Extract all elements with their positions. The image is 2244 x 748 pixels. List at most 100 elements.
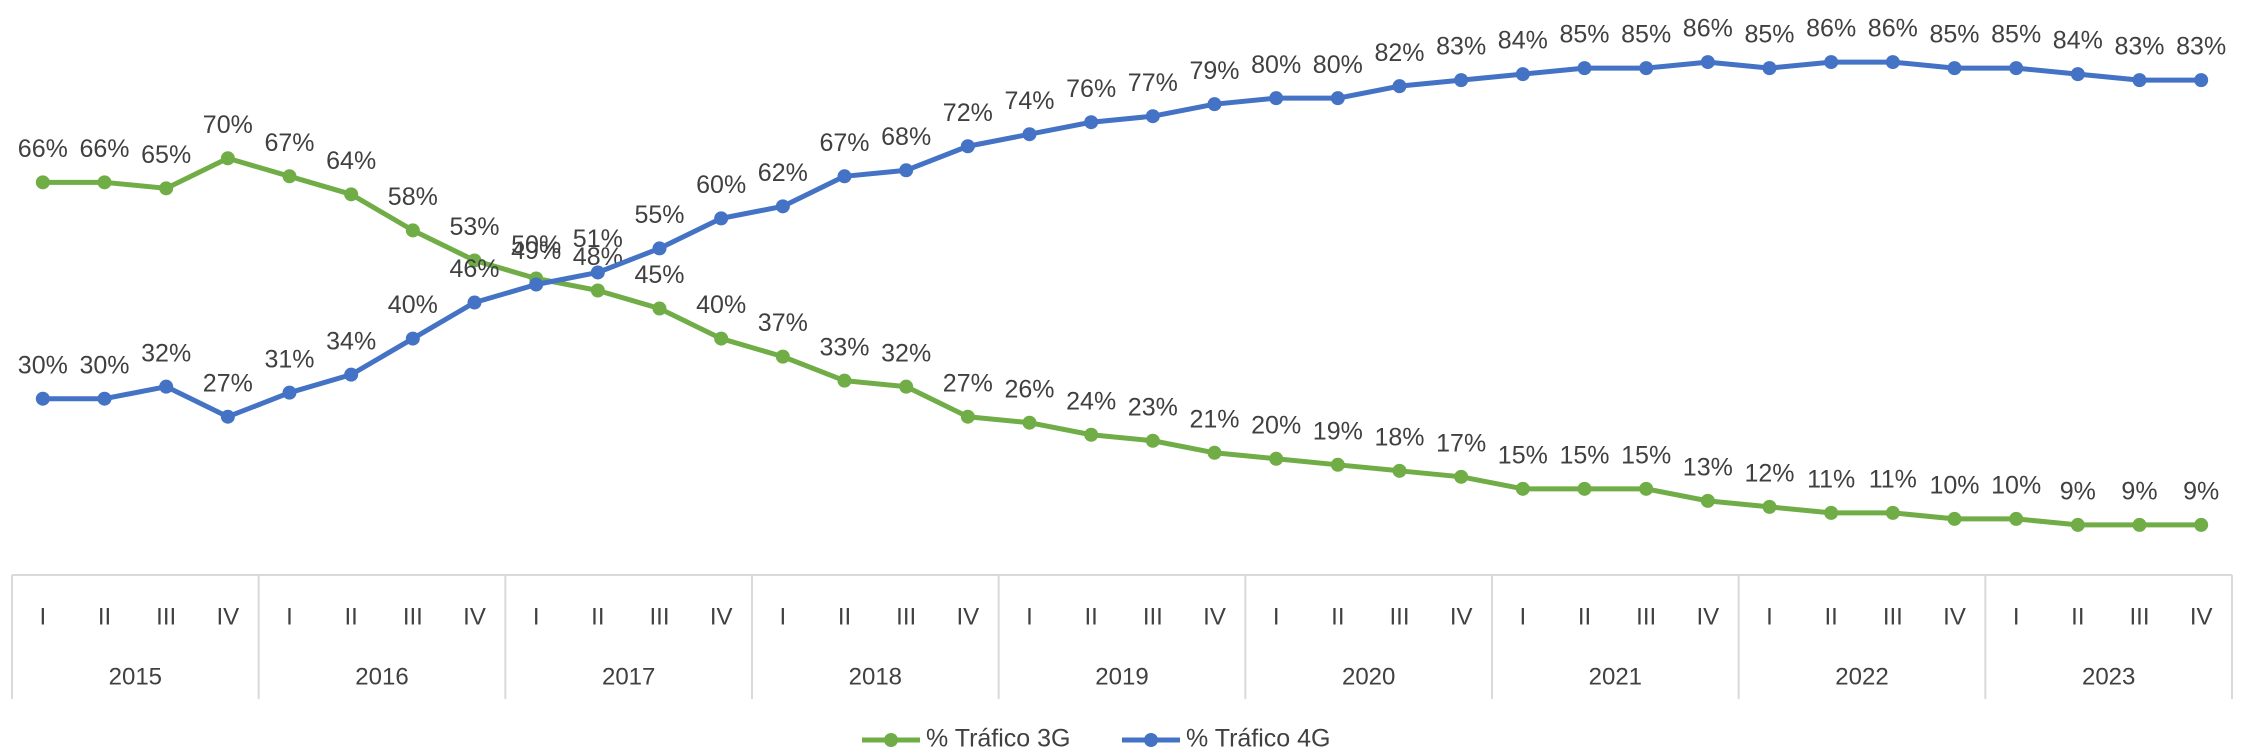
data-point [1145,109,1160,124]
x-tick-label: III [1883,603,1903,630]
x-group-label: 2018 [849,663,902,690]
data-point [159,181,174,196]
data-label: 77% [1128,69,1178,97]
data-label: 15% [1559,441,1609,469]
x-tick-label: II [1084,603,1097,630]
data-point [159,379,174,394]
data-point [2194,73,2209,88]
data-label: 33% [819,333,869,361]
data-label: 40% [696,291,746,319]
x-tick-label: II [344,603,357,630]
data-point [1330,457,1345,472]
data-point [714,331,729,346]
data-point [1824,505,1839,520]
x-tick-label: I [779,603,786,630]
data-point [1824,55,1839,70]
x-tick-label: IV [1943,603,1966,630]
data-label: 37% [758,309,808,337]
data-label: 85% [1991,21,2041,49]
data-point [837,169,852,184]
data-label: 11% [1869,465,1917,493]
data-label: 9% [2060,478,2096,506]
data-point [714,211,729,226]
data-label: 49% [511,237,561,265]
data-label: 40% [388,291,438,319]
data-point [2070,67,2085,82]
data-point [282,385,297,400]
data-label: 10% [1929,472,1979,500]
x-tick-label: IV [1203,603,1226,630]
data-point [97,391,112,406]
data-point [1762,499,1777,514]
data-point [405,223,420,238]
data-point [344,367,359,382]
data-label: 72% [943,99,993,127]
data-label: 76% [1066,75,1116,103]
x-tick-label: II [1331,603,1344,630]
x-tick-label: III [1143,603,1163,630]
data-label: 31% [264,345,314,373]
data-point [1392,463,1407,478]
data-point [775,199,790,214]
data-point [467,295,482,310]
x-tick-label: I [2013,603,2020,630]
data-point [2132,517,2147,532]
data-point [1207,97,1222,112]
data-label: 86% [1806,15,1856,43]
x-tick-label: III [156,603,176,630]
data-label: 15% [1621,441,1671,469]
x-tick-label: I [39,603,46,630]
data-point [1454,73,1469,88]
data-point [960,139,975,154]
data-point [1330,91,1345,106]
data-label: 30% [18,351,68,379]
data-label: 10% [1991,472,2041,500]
data-label: 83% [1436,33,1486,61]
x-group-label: 2015 [109,663,162,690]
x-tick-label: II [2071,603,2084,630]
data-point [899,163,914,178]
data-point [35,391,50,406]
data-label: 86% [1868,15,1918,43]
data-label: 17% [1436,429,1486,457]
x-tick-label: IV [710,603,733,630]
data-point [1639,481,1654,496]
x-tick-label: IV [463,603,486,630]
data-point [1269,451,1284,466]
data-point [590,265,605,280]
data-label: 11% [1807,465,1855,493]
data-label: 67% [819,129,869,157]
x-tick-label: III [1636,603,1656,630]
data-label: 34% [326,327,376,355]
data-label: 83% [2114,33,2164,61]
data-label: 18% [1374,423,1424,451]
data-label: 66% [18,135,68,163]
data-label: 58% [388,183,438,211]
x-tick-label: II [838,603,851,630]
data-point [1577,481,1592,496]
data-point [1885,55,1900,70]
x-tick-label: I [1766,603,1773,630]
data-label: 27% [203,369,253,397]
x-tick-label: IV [956,603,979,630]
data-point [529,277,544,292]
data-point [1454,469,1469,484]
x-group-label: 2021 [1589,663,1642,690]
data-label: 15% [1498,441,1548,469]
data-point [899,379,914,394]
data-point [344,187,359,202]
data-point [220,409,235,424]
data-label: 70% [203,111,253,139]
data-label: 51% [573,225,623,253]
series-line [42,155,2202,528]
data-label: 65% [141,141,191,169]
data-point [282,169,297,184]
x-tick-label: II [591,603,604,630]
data-point [1269,91,1284,106]
data-label: 64% [326,147,376,175]
x-group-label: 2019 [1095,663,1148,690]
data-label: 12% [1744,459,1794,487]
x-tick-label: I [286,603,293,630]
data-label: 46% [449,255,499,283]
